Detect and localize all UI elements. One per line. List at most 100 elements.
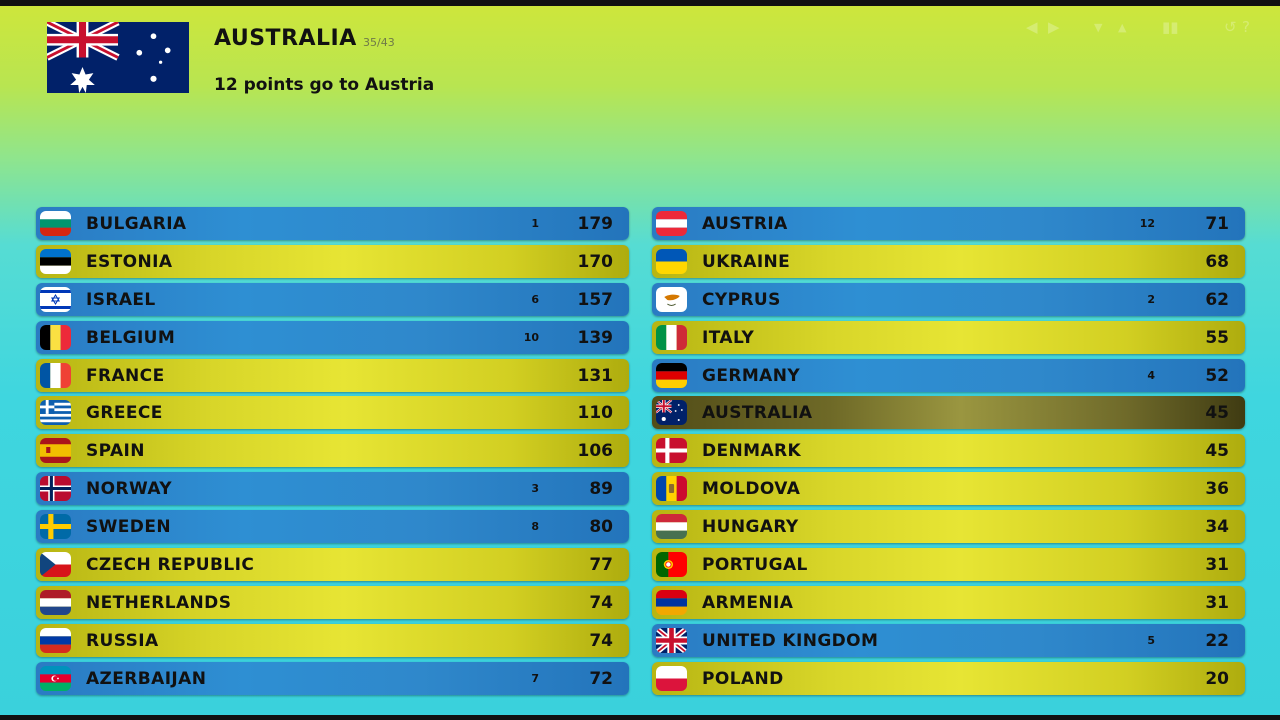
scoreboard-row-denmark: DENMARK 45 [652,434,1245,468]
points-given: 5 [1147,633,1155,647]
total-points: 72 [589,668,613,689]
flag-russia-icon [40,627,71,653]
country-name: UKRAINE [702,251,791,272]
flag-bulgaria-icon [40,211,71,236]
flag-portugal-icon [656,552,687,578]
country-name: DENMARK [702,441,802,462]
total-points: 20 [1205,668,1229,689]
points-given: 7 [531,671,539,685]
flag-poland-icon [656,665,687,691]
total-points: 74 [589,592,613,613]
total-points: 31 [1205,555,1229,576]
pause-icon[interactable]: ▮▮ [1162,18,1179,36]
country-name: ESTONIA [86,251,173,272]
prev-icon[interactable]: ◀ [1026,18,1038,36]
voting-country-name: AUSTRALIA [214,26,357,51]
total-points: 89 [589,479,613,500]
points-given: 10 [523,330,539,344]
points-given: 2 [1147,292,1155,306]
total-points: 131 [577,365,614,386]
country-name: GERMANY [702,365,801,386]
scoreboard-row-spain: SPAIN 106 [36,434,629,468]
points-given: 8 [531,520,539,534]
points-given: 1 [531,217,539,230]
total-points: 52 [1205,365,1229,386]
scoreboard-row-italy: ITALY 55 [652,320,1245,354]
total-points: 106 [577,441,614,462]
scoreboard-row-estonia: ESTONIA 170 [36,244,629,278]
twelve-points-announcement: 12 points go to Austria [214,75,435,95]
bottom-letterbox-bar [0,715,1280,720]
total-points: 22 [1205,630,1229,651]
total-points: 31 [1205,592,1229,613]
country-name: POLAND [702,668,784,689]
scoreboard-row-sweden: SWEDEN 8 80 [36,510,629,544]
country-name: CZECH REPUBLIC [86,555,255,576]
total-points: 34 [1205,517,1229,538]
help-icon[interactable]: ? [1242,18,1250,36]
scoreboard-row-australia: AUSTRALIA 45 [652,396,1245,430]
total-points: 157 [577,289,614,310]
scoreboard-left-column: BULGARIA 1 179 ESTONIA 170 ISRAEL 6 157 BELGIUM 1… [36,207,629,700]
total-points: 45 [1205,441,1229,462]
flag-azerbaijan-icon [40,665,71,691]
total-points: 71 [1205,214,1229,234]
flag-sweden-icon [40,514,71,540]
flag-estonia-icon [40,248,71,274]
replay-icon[interactable]: ↺ [1224,18,1237,36]
points-given: 4 [1147,368,1155,382]
scoreboard-row-israel: ISRAEL 6 157 [36,282,629,316]
voting-progress-counter: 35/43 [363,36,395,49]
country-name: NORWAY [86,479,172,500]
flag-israel-icon [40,286,71,312]
country-name: AUSTRIA [702,214,788,234]
total-points: 170 [577,251,614,272]
total-points: 62 [1205,289,1229,310]
country-name: FRANCE [86,365,165,386]
country-name: ISRAEL [86,289,156,310]
scoreboard-row-germany: GERMANY 4 52 [652,358,1245,392]
country-name: PORTUGAL [702,555,808,576]
flag-spain-icon [40,438,71,464]
flag-ukraine-icon [656,248,687,274]
flag-italy-icon [656,324,687,350]
top-letterbox-bar [0,0,1280,6]
scoreboard-row-portugal: PORTUGAL 31 [652,548,1245,582]
scoreboard-row-czech-republic: CZECH REPUBLIC 77 [36,548,629,582]
scroll-down-icon[interactable]: ▼ [1094,21,1103,34]
flag-armenia-icon [656,589,687,615]
country-name: NETHERLANDS [86,592,232,613]
scoreboard-row-moldova: MOLDOVA 36 [652,472,1245,506]
flag-hungary-icon [656,514,687,540]
total-points: 74 [589,630,613,651]
scoreboard-row-armenia: ARMENIA 31 [652,585,1245,619]
scoreboard-row-united-kingdom: UNITED KINGDOM 5 22 [652,623,1245,657]
country-name: BULGARIA [86,214,187,234]
scoreboard-row-norway: NORWAY 3 89 [36,472,629,506]
country-name: HUNGARY [702,517,799,538]
country-name: ARMENIA [702,592,794,613]
total-points: 77 [589,555,613,576]
flag-cyprus-icon [656,286,687,312]
country-name: UNITED KINGDOM [702,630,879,651]
country-name: RUSSIA [86,630,159,651]
total-points: 139 [577,327,614,348]
flag-czech-republic-icon [40,552,71,578]
scoreboard-row-hungary: HUNGARY 34 [652,510,1245,544]
scoreboard-right-column: AUSTRIA 12 71 UKRAINE 68 CYPRUS 2 62 ITALY 55 GERM… [652,207,1245,700]
scoreboard-row-france: FRANCE 131 [36,358,629,392]
total-points: 110 [577,403,614,424]
scroll-up-icon[interactable]: ▲ [1118,21,1127,34]
country-name: AZERBAIJAN [86,668,207,689]
scoreboard-row-poland: POLAND 20 [652,661,1245,695]
points-given: 6 [531,292,539,306]
scoreboard-row-russia: RUSSIA 74 [36,623,629,657]
flag-australia-icon [656,400,687,426]
total-points: 36 [1205,479,1229,500]
country-name: SPAIN [86,441,145,462]
next-icon[interactable]: ▶ [1048,18,1060,36]
flag-denmark-icon [656,438,687,464]
flag-germany-icon [656,362,687,388]
country-name: CYPRUS [702,289,781,310]
total-points: 68 [1205,251,1229,272]
